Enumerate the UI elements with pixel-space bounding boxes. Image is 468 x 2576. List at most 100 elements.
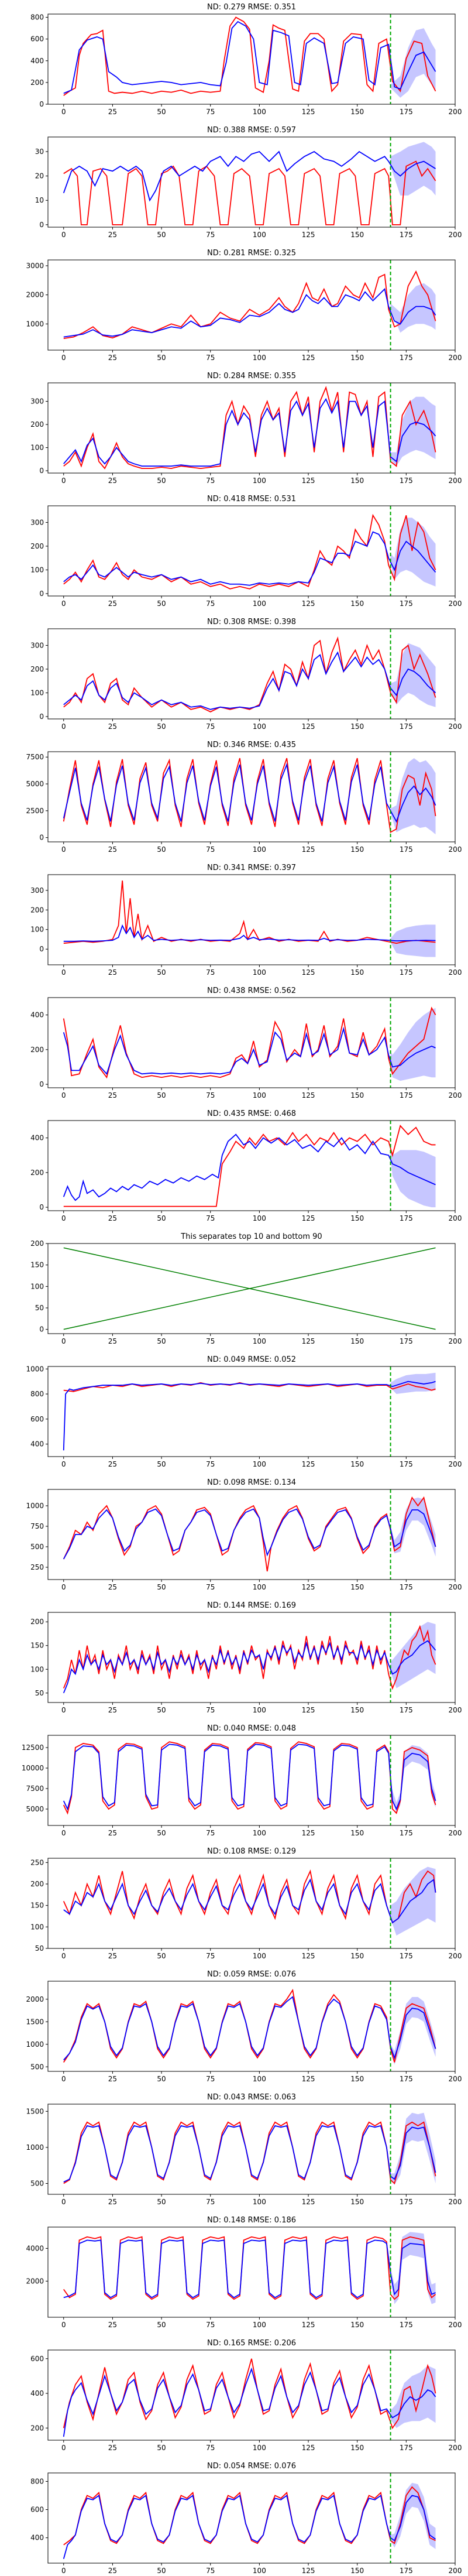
chart-panel-5: ND: 0.418 RMSE: 0.531 0 25 50 75 100 125 150 175… bbox=[30, 495, 462, 608]
x-tick-label: 200 bbox=[449, 1091, 462, 1099]
y-tick-label: 400 bbox=[30, 1440, 44, 1448]
y-tick-label: 250 bbox=[30, 1858, 44, 1866]
x-tick-label: 125 bbox=[302, 108, 315, 116]
panel-title: ND: 0.144 RMSE: 0.169 bbox=[207, 1601, 296, 1610]
x-tick-label: 0 bbox=[61, 1952, 66, 1960]
chart-panel-15: ND: 0.040 RMSE: 0.048 0 25 50 75 100 125 150 175… bbox=[22, 1724, 462, 1837]
plot-frame bbox=[47, 1735, 456, 1826]
x-tick-label: 50 bbox=[157, 845, 166, 854]
y-tick-label: 2000 bbox=[26, 291, 44, 299]
forecast-series-line bbox=[63, 150, 436, 202]
confidence-band bbox=[390, 1622, 436, 1688]
y-tick-label: 1000 bbox=[26, 2143, 44, 2152]
x-tick-label: 75 bbox=[206, 2321, 215, 2329]
panel-title: ND: 0.346 RMSE: 0.435 bbox=[207, 741, 296, 749]
x-tick-label: 25 bbox=[108, 477, 117, 485]
x-tick-label: 75 bbox=[206, 354, 215, 362]
x-tick-label: 200 bbox=[449, 1583, 462, 1591]
x-tick-label: 0 bbox=[61, 1091, 66, 1099]
x-tick-label: 100 bbox=[253, 2321, 266, 2329]
y-tick-label: 100 bbox=[30, 566, 44, 574]
x-tick-label: 0 bbox=[61, 354, 66, 362]
x-tick-label: 175 bbox=[400, 2198, 413, 2206]
y-tick-label: 4000 bbox=[26, 2244, 44, 2252]
x-tick-label: 100 bbox=[253, 1460, 266, 1468]
x-tick-label: 200 bbox=[449, 2075, 462, 2083]
confidence-band bbox=[390, 283, 436, 333]
x-tick-label: 0 bbox=[61, 2075, 66, 2083]
x-tick-label: 0 bbox=[61, 1706, 66, 1714]
x-tick-label: 100 bbox=[253, 845, 266, 854]
x-tick-label: 125 bbox=[302, 600, 315, 608]
x-tick-label: 125 bbox=[302, 968, 315, 977]
x-tick-label: 25 bbox=[108, 2444, 117, 2452]
plot-frame bbox=[47, 1243, 456, 1334]
y-tick-label: 500 bbox=[30, 1543, 44, 1551]
y-tick-label: 7500 bbox=[26, 1784, 44, 1793]
x-tick-label: 125 bbox=[302, 2567, 315, 2575]
y-tick-label: 7500 bbox=[26, 753, 44, 761]
y-tick-label: 750 bbox=[30, 1522, 44, 1530]
x-tick-label: 50 bbox=[157, 1091, 166, 1099]
x-tick-label: 200 bbox=[449, 2198, 462, 2206]
y-tick-label: 200 bbox=[30, 78, 44, 87]
plot-frame bbox=[47, 382, 456, 474]
plot-frame bbox=[47, 136, 456, 228]
x-tick-label: 25 bbox=[108, 354, 117, 362]
x-tick-label: 175 bbox=[400, 1214, 413, 1222]
y-tick-label: 0 bbox=[39, 945, 44, 953]
x-tick-label: 50 bbox=[157, 1337, 166, 1345]
chart-panel-17: ND: 0.059 RMSE: 0.076 0 25 50 75 100 125 150 175… bbox=[26, 1970, 462, 2083]
x-tick-label: 175 bbox=[400, 2444, 413, 2452]
plot-frame bbox=[47, 1981, 456, 2072]
y-tick-label: 5000 bbox=[26, 1805, 44, 1813]
x-tick-label: 100 bbox=[253, 354, 266, 362]
y-tick-label: 1000 bbox=[26, 1502, 44, 1510]
confidence-band bbox=[390, 2482, 436, 2549]
y-tick-label: 0 bbox=[39, 100, 44, 108]
x-tick-label: 150 bbox=[350, 2075, 364, 2083]
x-tick-label: 150 bbox=[350, 1460, 364, 1468]
y-tick-label: 200 bbox=[30, 1880, 44, 1888]
chart-panel-19: ND: 0.148 RMSE: 0.186 0 25 50 75 100 125 150 175… bbox=[26, 2216, 462, 2329]
x-tick-label: 50 bbox=[157, 1952, 166, 1960]
x-tick-label: 150 bbox=[350, 1952, 364, 1960]
x-tick-label: 150 bbox=[350, 1829, 364, 1837]
x-tick-label: 25 bbox=[108, 1829, 117, 1837]
y-tick-label: 0 bbox=[39, 590, 44, 598]
x-tick-label: 125 bbox=[302, 722, 315, 731]
x-tick-label: 175 bbox=[400, 1829, 413, 1837]
chart-panel-3: ND: 0.281 RMSE: 0.325 0 25 50 75 100 125 150 175… bbox=[26, 249, 462, 362]
chart-panel-13: ND: 0.098 RMSE: 0.134 0 25 50 75 100 125 150 175… bbox=[26, 1478, 462, 1591]
x-tick-label: 100 bbox=[253, 2567, 266, 2575]
y-tick-label: 800 bbox=[30, 13, 44, 22]
y-tick-label: 400 bbox=[30, 1134, 44, 1142]
x-tick-label: 0 bbox=[61, 108, 66, 116]
y-tick-label: 12500 bbox=[22, 1743, 44, 1752]
y-tick-label: 1500 bbox=[26, 2107, 44, 2115]
plot-frame bbox=[47, 874, 456, 965]
x-tick-label: 175 bbox=[400, 354, 413, 362]
x-tick-label: 150 bbox=[350, 845, 364, 854]
y-tick-label: 50 bbox=[35, 1689, 44, 1697]
y-tick-label: 150 bbox=[30, 1261, 44, 1269]
chart-panel-6: ND: 0.308 RMSE: 0.398 0 25 50 75 100 125 150 175… bbox=[30, 618, 462, 731]
x-tick-label: 175 bbox=[400, 1337, 413, 1345]
y-tick-label: 10 bbox=[35, 196, 44, 204]
chart-panel-14: ND: 0.144 RMSE: 0.169 0 25 50 75 100 125 150 175… bbox=[30, 1601, 462, 1714]
forecast-series-line bbox=[63, 2494, 436, 2560]
panel-title: ND: 0.279 RMSE: 0.351 bbox=[207, 3, 296, 12]
target-series-line bbox=[63, 2358, 436, 2430]
x-tick-label: 0 bbox=[61, 968, 66, 977]
x-tick-label: 75 bbox=[206, 845, 215, 854]
x-tick-label: 25 bbox=[108, 2567, 117, 2575]
y-tick-label: 10000 bbox=[22, 1764, 44, 1772]
x-tick-label: 75 bbox=[206, 2444, 215, 2452]
y-tick-label: 400 bbox=[30, 1011, 44, 1019]
confidence-band bbox=[390, 2232, 436, 2304]
target-series-line bbox=[63, 270, 436, 340]
x-tick-label: 200 bbox=[449, 1952, 462, 1960]
x-tick-label: 75 bbox=[206, 2075, 215, 2083]
x-tick-label: 100 bbox=[253, 600, 266, 608]
x-tick-label: 0 bbox=[61, 231, 66, 239]
